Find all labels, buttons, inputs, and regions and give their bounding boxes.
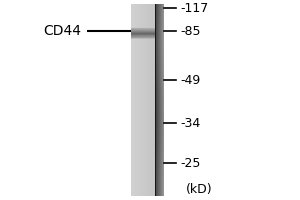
Text: -25: -25 [180,157,200,170]
Text: -117: -117 [180,2,208,15]
Text: (kD): (kD) [186,183,213,196]
Text: -49: -49 [180,74,200,87]
Text: CD44: CD44 [43,24,81,38]
Text: -85: -85 [180,25,200,38]
Text: -34: -34 [180,117,200,130]
